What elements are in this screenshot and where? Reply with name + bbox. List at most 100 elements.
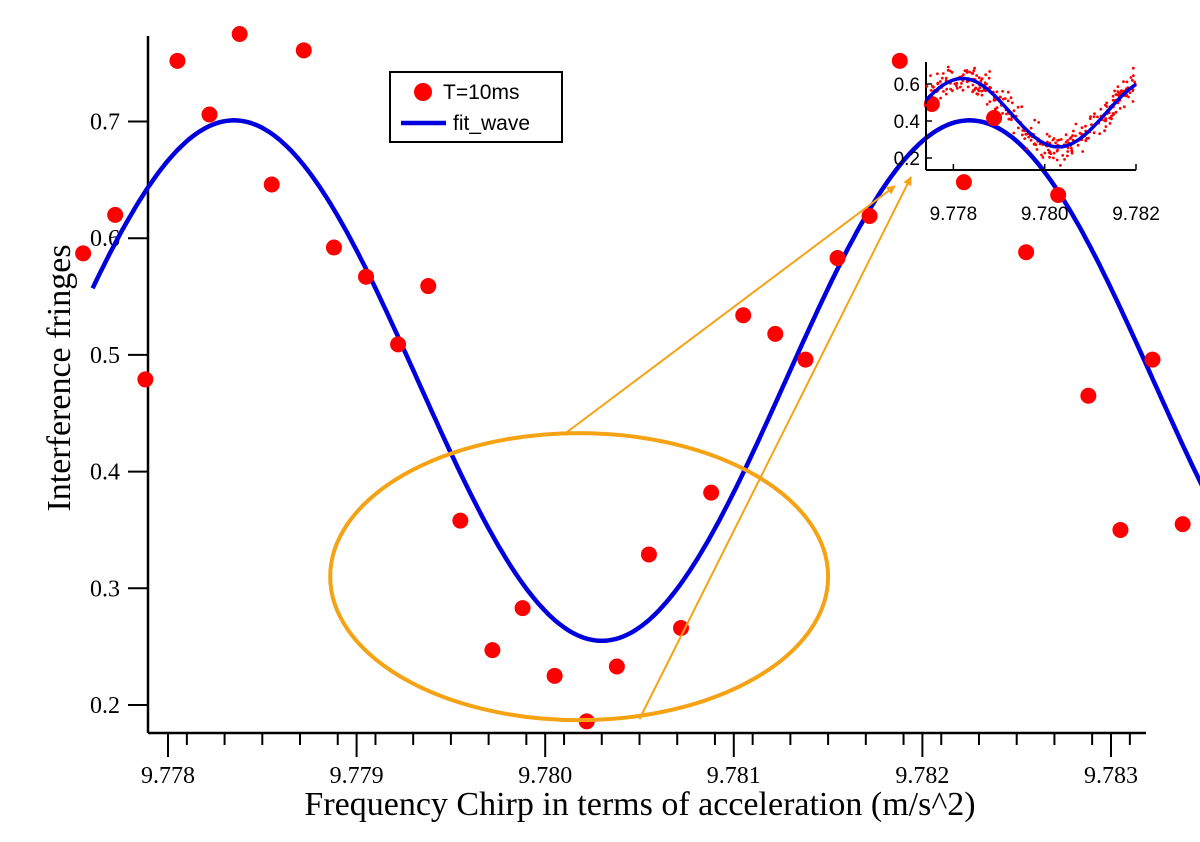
data-point	[358, 268, 375, 285]
inset-data-point	[1070, 146, 1073, 150]
inset-data-point	[971, 72, 975, 75]
inset-data-point	[1020, 105, 1024, 109]
inset-data-point	[925, 84, 929, 88]
inset-data-point	[1098, 132, 1102, 136]
inset-data-point	[965, 80, 969, 84]
inset-data-point	[1048, 155, 1051, 159]
inset-data-point	[955, 81, 959, 85]
inset-ticks: 9.778 9.780 9.782 0.2 0.4 0.6	[894, 75, 1160, 225]
inset-data-point	[940, 76, 944, 80]
inset-data-point	[1122, 80, 1125, 83]
legend-label-fit-wave: fit_wave	[453, 112, 530, 135]
inset-data-point	[1009, 96, 1013, 100]
inset-data-point	[975, 92, 979, 96]
data-point	[1174, 516, 1191, 533]
inset-data-point	[971, 90, 974, 94]
inset-data-point	[1052, 151, 1056, 155]
inset-data-point	[1009, 118, 1013, 122]
inset-data-point	[996, 113, 999, 116]
inset-data-point	[1116, 85, 1120, 88]
inset-data-point	[1084, 139, 1088, 143]
inset-data-point	[984, 73, 988, 77]
inset-data-point	[1057, 138, 1061, 142]
inset-data-point	[976, 88, 980, 91]
inset-data-point	[1118, 107, 1122, 110]
inset-data-point	[1033, 142, 1037, 146]
x-tick-label: 9.782	[895, 763, 949, 789]
inset-data-point	[975, 74, 978, 77]
inset-data-point	[1072, 129, 1075, 133]
x-tick-label: 9.778	[141, 763, 195, 789]
inset-data-point	[936, 72, 939, 76]
inset-data-point	[1111, 98, 1115, 102]
data-point	[169, 52, 186, 69]
inset-data-point	[1006, 90, 1010, 94]
zoom-region-ellipse	[328, 431, 831, 723]
inset-data-point	[942, 90, 945, 93]
inset-data-point	[1012, 109, 1016, 113]
data-point	[986, 109, 1003, 126]
inset-data-point	[1047, 148, 1050, 152]
inset-data-point	[1130, 78, 1134, 82]
inset-data-point	[1114, 110, 1118, 114]
inset-data-point	[1115, 93, 1119, 97]
inset-data-point	[1029, 138, 1033, 142]
inset-data-point	[925, 103, 928, 107]
inset-data-point	[1037, 121, 1041, 124]
data-point	[672, 619, 689, 636]
data-point	[829, 250, 846, 267]
inset-x-tick-label: 9.778	[930, 204, 978, 225]
y-tick-label: 0.5	[90, 343, 120, 369]
inset-data-point	[1078, 131, 1082, 135]
inset-data-point	[1081, 150, 1085, 153]
inset-y-tick-label: 0.4	[894, 112, 921, 133]
inset-x-tick-label: 9.780	[1021, 204, 1069, 225]
inset-data-point	[1059, 164, 1062, 167]
inset-data-point	[1104, 119, 1107, 123]
data-point	[484, 642, 501, 659]
inset-data-point	[1021, 133, 1024, 137]
inset-data-point	[1021, 129, 1025, 132]
inset-data-point	[1069, 136, 1073, 139]
inset-data-point	[979, 79, 983, 83]
data-point	[295, 42, 312, 59]
inset-data-point	[1045, 132, 1049, 136]
x-tick-label: 9.783	[1084, 763, 1138, 789]
x-tick-label: 9.780	[518, 763, 572, 789]
inset-data-point	[965, 71, 969, 74]
data-point	[420, 278, 437, 295]
inset-data-point	[1033, 118, 1037, 122]
inset-data-point	[1059, 138, 1063, 141]
inset-data-point	[1048, 135, 1051, 138]
zoom-arrow-lower	[638, 176, 912, 720]
inset-data-point	[980, 77, 984, 81]
inset-data-point	[1129, 76, 1133, 79]
inset-data-point	[966, 85, 970, 89]
inset-data-point	[959, 85, 962, 89]
data-point	[231, 25, 248, 42]
inset-data-point	[929, 89, 933, 92]
inset-data-point	[995, 90, 999, 94]
inset-y-tick-label: 0.2	[894, 149, 920, 170]
inset-data-point	[1063, 158, 1066, 161]
data-point	[703, 484, 720, 501]
inset-data-point	[1064, 133, 1068, 137]
inset-data-point	[1113, 89, 1116, 93]
x-tick-label: 9.779	[330, 763, 384, 789]
inset-data-point	[1132, 74, 1135, 77]
y-tick-label: 0.3	[90, 576, 120, 602]
inset-data-point	[1133, 80, 1136, 84]
inset-data-point	[1071, 134, 1074, 137]
inset-data-point	[974, 86, 978, 90]
inset-data-point	[951, 89, 954, 93]
inset-data-point	[1001, 89, 1004, 93]
data-point	[640, 546, 657, 563]
legend: T=10ms fit_wave	[389, 71, 563, 143]
inset-data-point	[1104, 125, 1108, 128]
data-point	[1080, 387, 1097, 404]
inset-data-point	[1029, 126, 1033, 130]
data-point	[608, 658, 625, 675]
legend-label-t10ms: T=10ms	[443, 81, 519, 104]
inset-data-point	[950, 71, 954, 74]
